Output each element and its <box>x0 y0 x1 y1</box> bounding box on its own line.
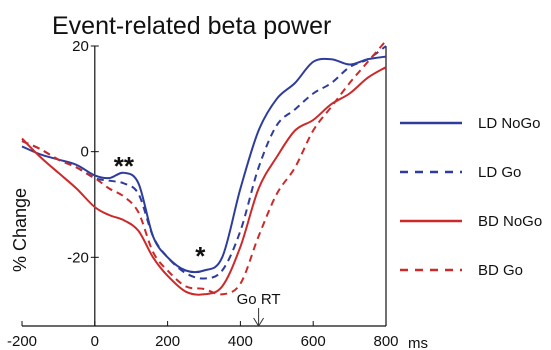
x-tick-label: 600 <box>301 333 326 350</box>
legend: LD NoGo LD Go BD NoGo BD Go <box>400 115 542 279</box>
x-tick-label: 200 <box>155 333 180 350</box>
significance-marker: * <box>195 241 206 271</box>
go-rt-arrowhead <box>253 317 265 327</box>
x-tick-label: -200 <box>7 333 37 350</box>
y-tick-label: 20 <box>72 38 89 55</box>
legend-label-ld-go: LD Go <box>478 164 521 181</box>
x-tick-label: 400 <box>228 333 253 350</box>
legend-label-bd-nogo: BD NoGo <box>478 213 542 230</box>
legend-label-ld-nogo: LD NoGo <box>478 115 541 132</box>
go-rt-label: Go RT <box>237 291 281 308</box>
x-axis-unit: ms <box>408 335 428 350</box>
chart-title: Event-related beta power <box>52 12 331 40</box>
y-tick-label: 0 <box>80 144 88 161</box>
y-axis-label: % Change <box>10 188 30 272</box>
y-tick-label: -20 <box>67 249 89 266</box>
x-tick-label: 800 <box>373 333 398 350</box>
series-line-bd-nogo <box>21 66 387 296</box>
significance-marker: ** <box>114 151 135 181</box>
legend-label-bd-go: BD Go <box>478 262 523 279</box>
series-line-bd-go <box>21 40 387 296</box>
series-line-ld-nogo <box>21 55 387 274</box>
x-tick-label: 0 <box>91 333 99 350</box>
